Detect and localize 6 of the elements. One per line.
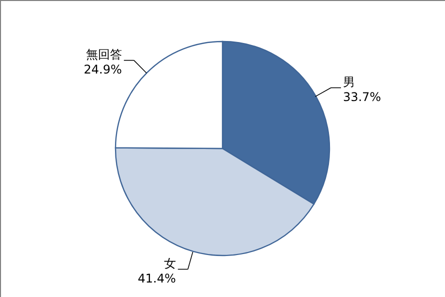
slice-label: 男 [342, 74, 355, 89]
data-label: 33.7% [342, 90, 382, 104]
slice-label: 無回答 [86, 47, 122, 62]
data-label: 24.9% [84, 62, 122, 76]
slice-label: 女 [164, 256, 176, 270]
data-label: 41.4% [138, 271, 176, 286]
